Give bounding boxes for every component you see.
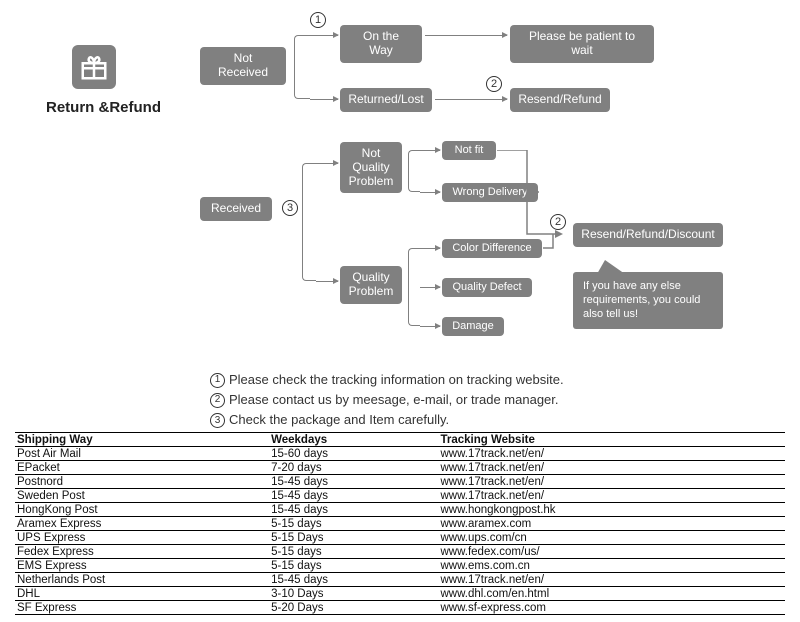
table-cell: www.fedex.com/us/ <box>438 545 785 559</box>
table-cell: www.sf-express.com <box>438 601 785 615</box>
table-cell: www.ems.com.cn <box>438 559 785 573</box>
note-1: Please check the tracking information on… <box>229 370 564 390</box>
table-row: DHL3-10 Dayswww.dhl.com/en.html <box>15 587 785 601</box>
table-row: Netherlands Post15-45 dayswww.17track.ne… <box>15 573 785 587</box>
arrow <box>435 99 507 100</box>
table-cell: www.17track.net/en/ <box>438 573 785 587</box>
table-cell: 5-15 days <box>269 545 438 559</box>
table-cell: Sweden Post <box>15 489 269 503</box>
arrow <box>310 99 338 100</box>
marker-1: 1 <box>310 12 326 28</box>
table-cell: 15-45 days <box>269 475 438 489</box>
arrow <box>425 35 507 36</box>
table-cell: 15-60 days <box>269 447 438 461</box>
table-row: SF Express5-20 Dayswww.sf-express.com <box>15 601 785 615</box>
table-cell: 7-20 days <box>269 461 438 475</box>
table-row: HongKong Post15-45 dayswww.hongkongpost.… <box>15 503 785 517</box>
arrow <box>420 192 440 193</box>
table-cell: www.17track.net/en/ <box>438 475 785 489</box>
bracket-q <box>408 248 420 326</box>
note-3: Check the package and Item carefully. <box>229 410 449 430</box>
table-cell: www.17track.net/en/ <box>438 447 785 461</box>
bracket-notrec <box>294 35 310 99</box>
col-tracking: Tracking Website <box>438 433 785 447</box>
table-cell: DHL <box>15 587 269 601</box>
page-title: Return &Refund <box>46 99 161 116</box>
node-quality: Quality Problem <box>340 266 402 304</box>
table-cell: 15-45 days <box>269 573 438 587</box>
node-returned-lost: Returned/Lost <box>340 88 432 112</box>
marker-3: 3 <box>282 200 298 216</box>
table-cell: 5-15 Days <box>269 531 438 545</box>
node-resend-discount: Resend/Refund/Discount <box>573 223 723 247</box>
gift-icon <box>72 45 116 89</box>
note-marker: 3 <box>210 413 225 428</box>
shipping-table: Shipping Way Weekdays Tracking Website P… <box>15 432 785 615</box>
table-cell: www.aramex.com <box>438 517 785 531</box>
arrow <box>316 281 338 282</box>
arrow <box>420 287 440 288</box>
table-cell: Netherlands Post <box>15 573 269 587</box>
node-damage: Damage <box>442 317 504 336</box>
table-cell: Post Air Mail <box>15 447 269 461</box>
arrow <box>420 248 440 249</box>
marker-2b: 2 <box>550 214 566 230</box>
arrow <box>420 326 440 327</box>
table-cell: 5-20 Days <box>269 601 438 615</box>
table-cell: 3-10 Days <box>269 587 438 601</box>
table-cell: 5-15 days <box>269 559 438 573</box>
note-marker: 2 <box>210 393 225 408</box>
table-row: EPacket7-20 dayswww.17track.net/en/ <box>15 461 785 475</box>
table-row: Fedex Express5-15 dayswww.fedex.com/us/ <box>15 545 785 559</box>
table-row: Post Air Mail15-60 dayswww.17track.net/e… <box>15 447 785 461</box>
table-cell: 15-45 days <box>269 489 438 503</box>
node-resend-refund: Resend/Refund <box>510 88 610 112</box>
table-cell: Postnord <box>15 475 269 489</box>
table-cell: www.17track.net/en/ <box>438 461 785 475</box>
note-2: Please contact us by meesage, e-mail, or… <box>229 390 559 410</box>
node-not-fit: Not fit <box>442 141 496 160</box>
bracket-rec <box>302 163 316 281</box>
table-cell: Fedex Express <box>15 545 269 559</box>
col-weekdays: Weekdays <box>269 433 438 447</box>
arrow <box>316 163 338 164</box>
node-on-the-way: On the Way <box>340 25 422 63</box>
node-received: Received <box>200 197 272 221</box>
bracket-nq <box>408 150 420 192</box>
table-cell: www.ups.com/cn <box>438 531 785 545</box>
marker-2a: 2 <box>486 76 502 92</box>
table-cell: UPS Express <box>15 531 269 545</box>
table-cell: EMS Express <box>15 559 269 573</box>
table-row: Sweden Post15-45 dayswww.17track.net/en/ <box>15 489 785 503</box>
table-cell: EPacket <box>15 461 269 475</box>
table-row: UPS Express5-15 Dayswww.ups.com/cn <box>15 531 785 545</box>
node-patient: Please be patient to wait <box>510 25 654 63</box>
notes-list: 1 Please check the tracking information o… <box>210 370 564 430</box>
node-quality-defect: Quality Defect <box>442 278 532 297</box>
table-row: Aramex Express5-15 dayswww.aramex.com <box>15 517 785 531</box>
table-row: EMS Express5-15 dayswww.ems.com.cn <box>15 559 785 573</box>
table-row: Postnord15-45 dayswww.17track.net/en/ <box>15 475 785 489</box>
table-cell: 15-45 days <box>269 503 438 517</box>
table-cell: SF Express <box>15 601 269 615</box>
table-cell: www.dhl.com/en.html <box>438 587 785 601</box>
node-not-received: Not Received <box>200 47 286 85</box>
col-shipping: Shipping Way <box>15 433 269 447</box>
table-cell: www.17track.net/en/ <box>438 489 785 503</box>
converge-bottom <box>543 234 565 334</box>
table-cell: HongKong Post <box>15 503 269 517</box>
arrow <box>420 150 440 151</box>
node-not-quality: Not Quality Problem <box>340 142 402 193</box>
speech-bubble: If you have any else requirements, you c… <box>573 272 723 329</box>
table-cell: Aramex Express <box>15 517 269 531</box>
note-marker: 1 <box>210 373 225 388</box>
arrow <box>310 35 338 36</box>
table-cell: 5-15 days <box>269 517 438 531</box>
table-cell: www.hongkongpost.hk <box>438 503 785 517</box>
